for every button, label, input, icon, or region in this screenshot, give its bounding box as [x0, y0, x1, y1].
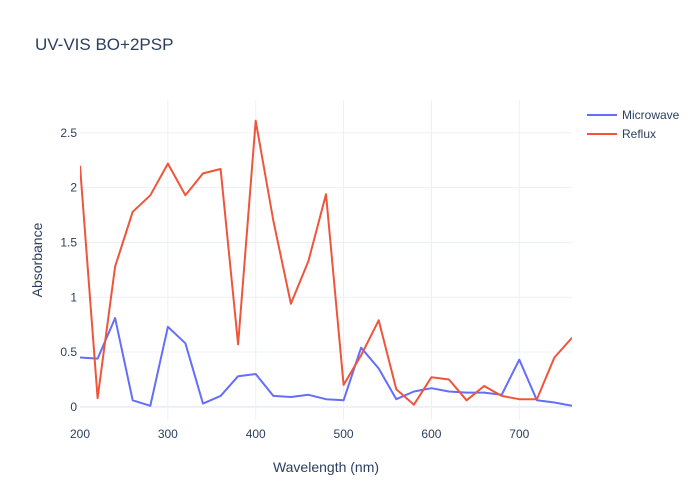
- series-layer: [80, 119, 572, 407]
- y-axis-ticks: 0 0.5 1 1.5 2 2.5: [60, 126, 77, 414]
- y-tick-label: 0.5: [60, 345, 77, 359]
- legend-item-microwave[interactable]: Microwave: [587, 108, 680, 122]
- x-tick-label: 600: [421, 427, 441, 441]
- legend-label: Reflux: [622, 127, 656, 141]
- grid: [80, 100, 572, 420]
- y-tick-label: 2: [70, 181, 77, 195]
- y-tick-label: 0: [70, 400, 77, 414]
- x-tick-label: 200: [70, 427, 90, 441]
- x-tick-label: 700: [509, 427, 529, 441]
- legend-item-reflux[interactable]: Reflux: [587, 127, 656, 141]
- x-axis-title: Wavelength (nm): [273, 459, 379, 475]
- x-tick-label: 300: [158, 427, 178, 441]
- x-tick-label: 400: [246, 427, 266, 441]
- y-axis-title: Absorbance: [29, 222, 45, 297]
- series-line-microwave: [80, 317, 572, 407]
- chart-title: UV-VIS BO+2PSP: [35, 35, 173, 54]
- y-tick-label: 1: [70, 290, 77, 304]
- x-tick-label: 500: [334, 427, 354, 441]
- y-tick-label: 2.5: [60, 126, 77, 140]
- series-line-reflux: [80, 119, 572, 406]
- x-axis-ticks: 200 300 400 500 600 700: [70, 427, 530, 441]
- legend[interactable]: Microwave Reflux: [587, 108, 680, 141]
- y-tick-label: 1.5: [60, 235, 77, 249]
- legend-label: Microwave: [622, 108, 680, 122]
